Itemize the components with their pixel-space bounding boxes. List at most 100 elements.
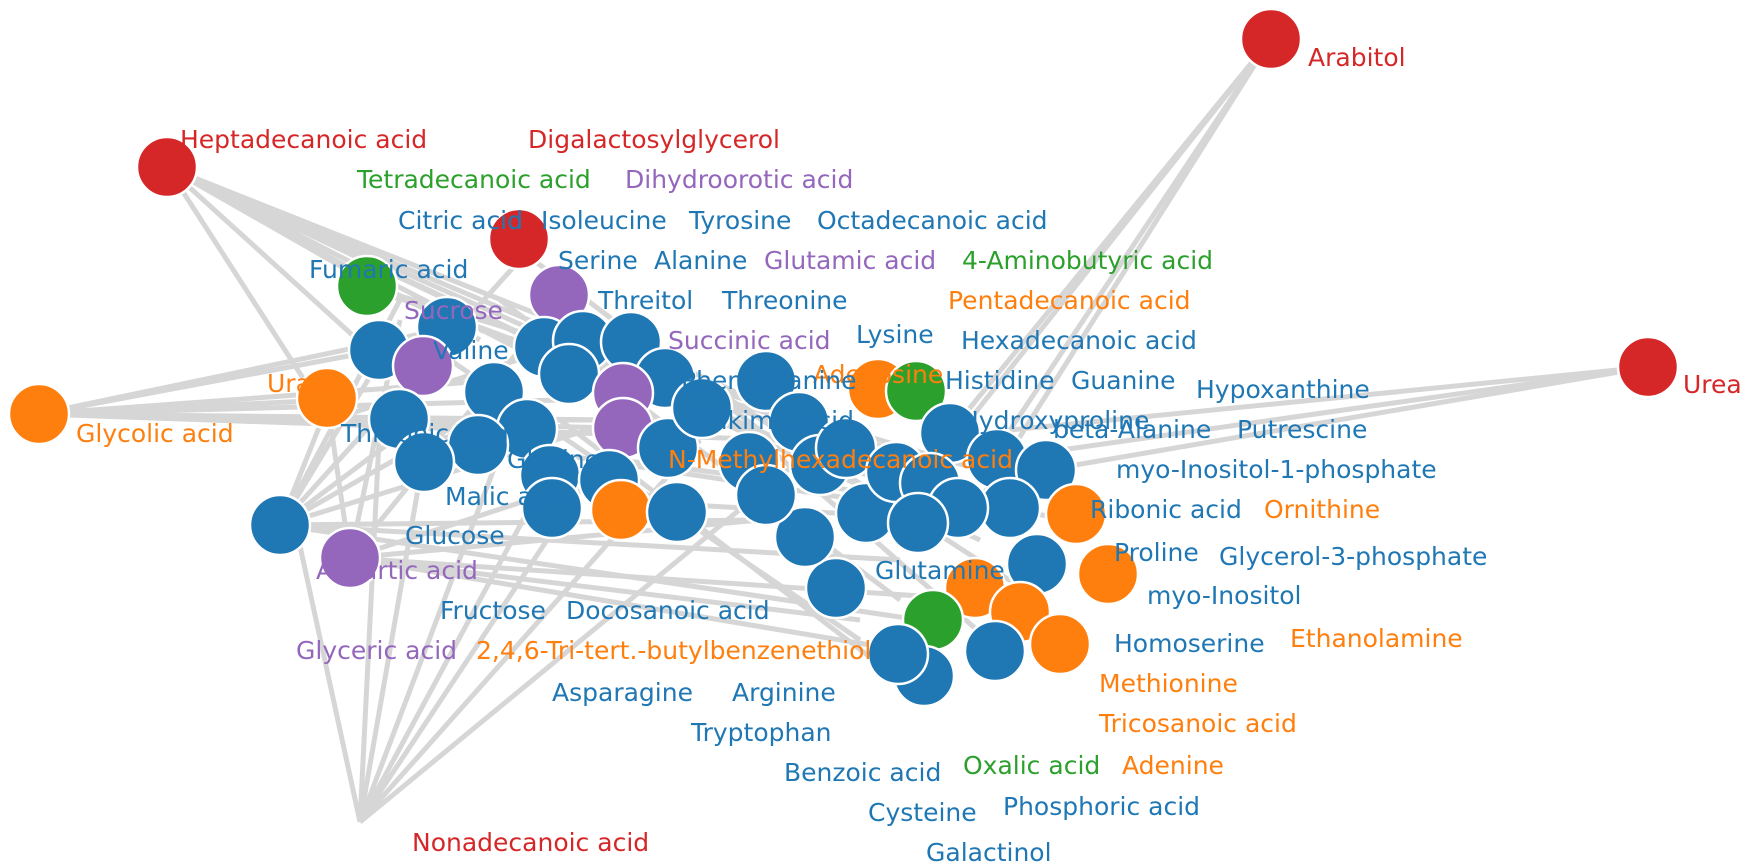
- node-label-myo-inositol-1-phosphate: myo-Inositol-1-phosphate: [1116, 455, 1437, 484]
- network-node-blue: [645, 480, 709, 544]
- node-label-ornithine: Ornithine: [1264, 495, 1380, 524]
- node-label-octadecanoic-acid: Octadecanoic acid: [817, 206, 1048, 235]
- node-label-docosanoic-acid: Docosanoic acid: [566, 596, 770, 625]
- network-node-green: [884, 359, 948, 423]
- node-label-putrescine: Putrescine: [1237, 415, 1367, 444]
- node-label-fumaric-acid: Fumaric acid: [309, 255, 468, 284]
- node-label-tetradecanoic-acid: Tetradecanoic acid: [356, 165, 591, 194]
- network-node-blue: [886, 491, 950, 555]
- node-label-pentadecanoic-acid: Pentadecanoic acid: [948, 286, 1191, 315]
- node-label-glutamine: Glutamine: [875, 556, 1005, 585]
- network-node-purple: [391, 334, 455, 398]
- node-label-phosphoric-acid: Phosphoric acid: [1003, 792, 1200, 821]
- node-label-succinic-acid: Succinic acid: [668, 326, 831, 355]
- node-label-dihydroorotic-acid: Dihydroorotic acid: [625, 165, 853, 194]
- node-label-urea: Urea: [1683, 370, 1742, 399]
- network-node-orange: [589, 478, 653, 542]
- network-node-blue: [866, 622, 930, 686]
- node-label-beta-alanine: beta-Alanine: [1053, 415, 1211, 444]
- network-node-blue: [804, 556, 868, 620]
- network-edge: [958, 37, 1273, 422]
- node-label-ethanolamine: Ethanolamine: [1290, 624, 1463, 653]
- network-nodes: [7, 7, 1680, 708]
- network-node-blue: [636, 416, 700, 480]
- network-edge: [357, 468, 553, 824]
- node-label-methionine: Methionine: [1099, 669, 1238, 698]
- node-label-uracil: Uracil: [267, 369, 339, 398]
- network-node-blue: [537, 342, 601, 406]
- network-node-orange: [7, 382, 71, 446]
- node-label-glycine: Glycine: [507, 445, 600, 474]
- node-label-threonic-acid: Threonic acid: [340, 419, 509, 448]
- network-node-green: [335, 254, 399, 318]
- node-label-glutamic-acid: Glutamic acid: [764, 246, 936, 275]
- node-label-tyrosine: Tyrosine: [688, 206, 791, 235]
- network-node-blue: [734, 349, 798, 413]
- node-label-arginine: Arginine: [732, 678, 836, 707]
- node-label-glycolic-acid: Glycolic acid: [76, 419, 234, 448]
- network-edge: [1009, 364, 1649, 433]
- network-node-red: [135, 135, 199, 199]
- node-label-fructose: Fructose: [440, 596, 546, 625]
- node-label-asparagine: Asparagine: [552, 678, 693, 707]
- node-label-malic-acid: Malic acid: [445, 482, 569, 511]
- node-label-homoserine: Homoserine: [1114, 629, 1265, 658]
- node-label-histidine: Histidine: [945, 366, 1055, 395]
- node-label-glyceric-acid: Glyceric acid: [296, 636, 457, 665]
- node-label-glycerol-3-phosphate: Glycerol-3-phosphate: [1219, 542, 1487, 571]
- node-label-shikimic-acid: Shikimic acid: [689, 406, 854, 435]
- node-label-lysine: Lysine: [856, 320, 934, 349]
- node-label-proline: Proline: [1114, 538, 1199, 567]
- network-node-orange: [1076, 542, 1140, 606]
- network-edge: [349, 555, 901, 653]
- node-label-n-methylhexadecanoic-acid: N-Methylhexadecanoic acid: [668, 445, 1013, 474]
- node-label-4-aminobutyric-acid: 4-Aminobutyric acid: [962, 246, 1213, 275]
- node-label-2-4-6-tri-tert-butylbenzenethiol: 2,4,6-Tri-tert.-butylbenzenethiol: [476, 636, 871, 665]
- network-node-red: [1239, 7, 1303, 71]
- node-label-myo-inositol: myo-Inositol: [1147, 581, 1301, 610]
- node-label-serine: Serine: [558, 246, 638, 275]
- node-label-guanine: Guanine: [1071, 366, 1176, 395]
- node-label-tryptophan: Tryptophan: [690, 718, 832, 747]
- node-label-digalactosylglycerol: Digalactosylglycerol: [528, 125, 780, 154]
- network-edge: [349, 555, 861, 623]
- node-label-galactinol: Galactinol: [926, 838, 1052, 867]
- network-edge: [38, 397, 331, 417]
- network-node-orange: [1028, 612, 1092, 676]
- network-labels: Arabitol Heptadecanoic acid Digalactosylgl…: [76, 43, 1742, 867]
- network-node-blue: [734, 463, 798, 527]
- network-node-red: [1616, 335, 1680, 399]
- network-edge: [164, 165, 333, 422]
- node-label-oxalic-acid: Oxalic acid: [963, 751, 1100, 780]
- node-label-threonine: Threonine: [721, 286, 848, 315]
- network-node-orange: [295, 366, 359, 430]
- network-edge: [1007, 37, 1274, 432]
- node-label-sucrose: Sucrose: [404, 296, 503, 325]
- network-node-red: [487, 207, 551, 271]
- network-node-blue: [963, 619, 1027, 683]
- node-label-hexadecanoic-acid: Hexadecanoic acid: [961, 326, 1197, 355]
- node-label-phenylalanine: Phenylalanine: [681, 366, 857, 395]
- network-node-blue: [248, 493, 312, 557]
- node-label-cysteine: Cysteine: [868, 798, 977, 827]
- network-node-blue: [670, 376, 734, 440]
- node-label-hydroxyproline: Hydroxyproline: [960, 406, 1149, 435]
- node-label-tricosanoic-acid: Tricosanoic acid: [1098, 709, 1297, 738]
- network-node-blue: [520, 476, 584, 540]
- node-label-hypoxanthine: Hypoxanthine: [1196, 375, 1370, 404]
- network-node-blue: [392, 430, 456, 494]
- node-label-glucose: Glucose: [405, 521, 505, 550]
- node-label-isoleucine: Isoleucine: [541, 206, 667, 235]
- network-node-orange: [1044, 482, 1108, 546]
- node-label-ribonic-acid: Ribonic acid: [1090, 495, 1242, 524]
- network-edge: [996, 364, 1649, 462]
- node-label-citric-acid: Citric acid: [398, 206, 523, 235]
- node-label-adenosine: Adenosine: [813, 360, 943, 389]
- network-node-blue: [773, 505, 837, 569]
- network-edge: [277, 358, 383, 527]
- network-edge: [165, 165, 382, 362]
- node-label-adenine: Adenine: [1122, 751, 1224, 780]
- node-label-nonadecanoic-acid: Nonadecanoic acid: [412, 828, 649, 857]
- node-label-valine: Valine: [433, 336, 509, 365]
